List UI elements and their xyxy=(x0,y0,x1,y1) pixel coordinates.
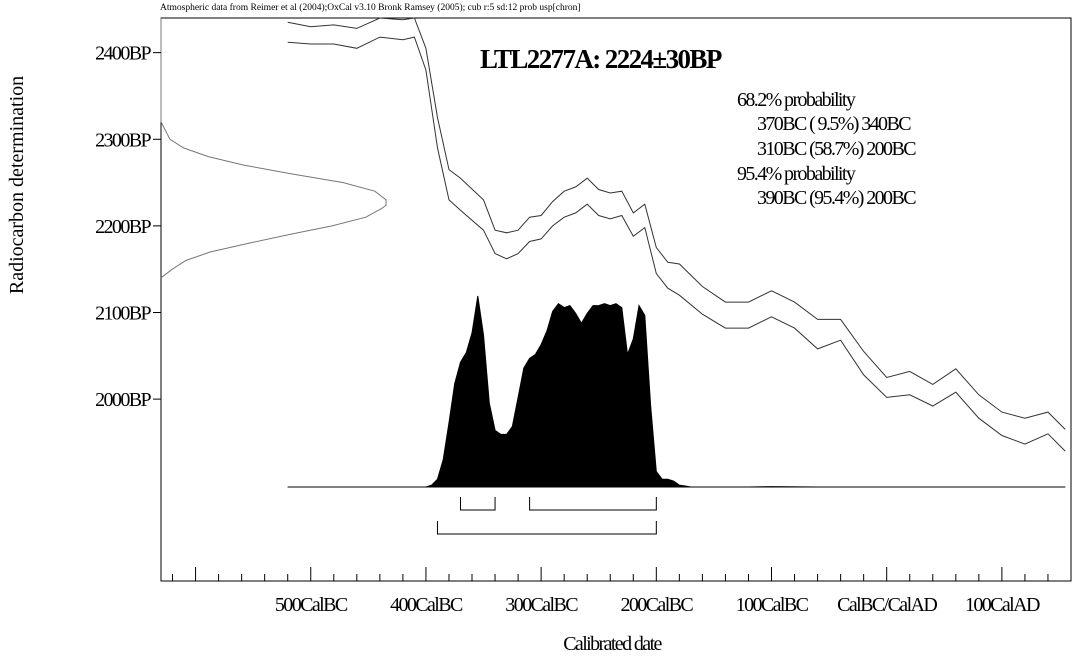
y-tick-label: 2200BP xyxy=(95,216,151,238)
prob-line-3: 310BC (58.7%) 200BC xyxy=(757,138,916,160)
x-tick-label: CalBC/CalAD xyxy=(837,594,937,616)
calibrated-distribution xyxy=(287,295,1066,488)
chart-title: LTL2277A: 2224±30BP xyxy=(480,44,722,74)
y-tick-label: 2000BP xyxy=(95,389,151,411)
y-tick-label: 2100BP xyxy=(95,302,151,324)
y-tick-label: 2400BP xyxy=(95,43,151,65)
prob-line-1: 68.2% probability xyxy=(737,89,856,111)
range-68-bracket-2 xyxy=(529,497,657,511)
y-tick-label: 2300BP xyxy=(95,129,151,151)
x-tick-label: 400CalBC xyxy=(390,594,463,616)
prob-line-2: 370BC ( 9.5%) 340BC xyxy=(757,113,911,135)
header-note: Atmospheric data from Reimer et al (2004… xyxy=(160,2,581,13)
plot-frame xyxy=(160,17,1072,582)
x-tick-label: 500CalBC xyxy=(275,594,348,616)
x-tick-label: 100CalBC xyxy=(736,594,809,616)
range-95-bracket-1 xyxy=(436,521,657,535)
radiocarbon-profile xyxy=(160,18,387,279)
y-axis-label: Radiocarbon determination xyxy=(6,76,28,294)
calibration-curve-upper xyxy=(287,17,1066,430)
x-tick-label: 200CalBC xyxy=(620,594,693,616)
probability-summary: 68.2% probability 370BC ( 9.5%) 340BC 31… xyxy=(737,89,918,209)
x-tick-label: 300CalBC xyxy=(505,594,578,616)
prob-line-4: 95.4% probability xyxy=(737,163,856,185)
range-68-bracket-1 xyxy=(459,497,496,511)
calibration-curve-lower xyxy=(287,36,1066,452)
prob-line-5: 390BC (95.4%) 200BC xyxy=(757,187,916,209)
x-tick-label: 100CalAD xyxy=(965,594,1040,616)
x-axis-label: Calibrated date xyxy=(563,633,662,655)
